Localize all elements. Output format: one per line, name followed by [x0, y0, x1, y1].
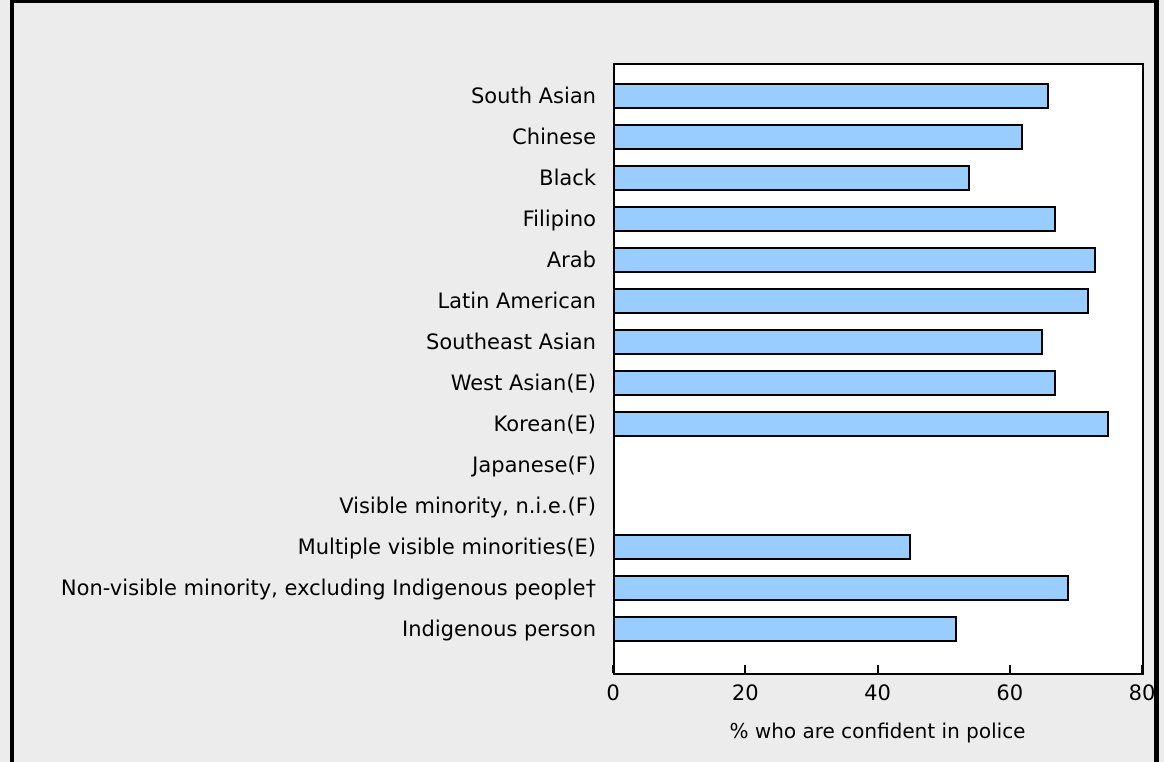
category-label: Filipino [522, 207, 596, 231]
category-label: Non-visible minority, excluding Indigeno… [60, 576, 596, 600]
x-tick-mark [876, 665, 879, 673]
category-label: Visible minority, n.i.e.(F) [339, 494, 596, 518]
category-label: Japanese(F) [472, 453, 596, 477]
bar [613, 329, 1043, 355]
category-label: Multiple visible minorities(E) [297, 535, 596, 559]
category-label: Latin American [437, 289, 596, 313]
bar [613, 370, 1057, 396]
x-tick-mark [744, 665, 747, 673]
category-label: West Asian(E) [450, 371, 596, 395]
x-tick-label: 60 [996, 681, 1024, 705]
category-label: South Asian [470, 84, 596, 108]
x-tick-label: 0 [606, 681, 620, 705]
category-label: Arab [546, 248, 596, 272]
category-label: Indigenous person [402, 617, 596, 641]
bar [613, 534, 911, 560]
x-tick-mark [1141, 665, 1143, 673]
plot-area [612, 63, 1144, 675]
category-label: Korean(E) [493, 412, 597, 436]
x-tick-label: 20 [731, 681, 759, 705]
bar [613, 165, 971, 191]
bar [613, 83, 1050, 109]
x-tick-label: 40 [864, 681, 891, 705]
bar [613, 206, 1057, 232]
category-label: Black [539, 166, 596, 190]
category-label: Southeast Asian [426, 330, 596, 354]
bar [613, 575, 1070, 601]
x-axis-label: % who are confident in police [729, 719, 1026, 743]
bar [613, 288, 1090, 314]
bar [613, 247, 1096, 273]
x-tick-mark [612, 665, 614, 673]
x-tick-mark [1008, 665, 1011, 673]
x-tick-label: 80 [1128, 681, 1156, 705]
bar [613, 411, 1109, 437]
bar [613, 616, 957, 642]
chart-frame: South Asian Chinese Black Filipino Arab Latin… [10, 0, 1159, 762]
category-label: Chinese [512, 125, 596, 149]
bar [613, 124, 1023, 150]
